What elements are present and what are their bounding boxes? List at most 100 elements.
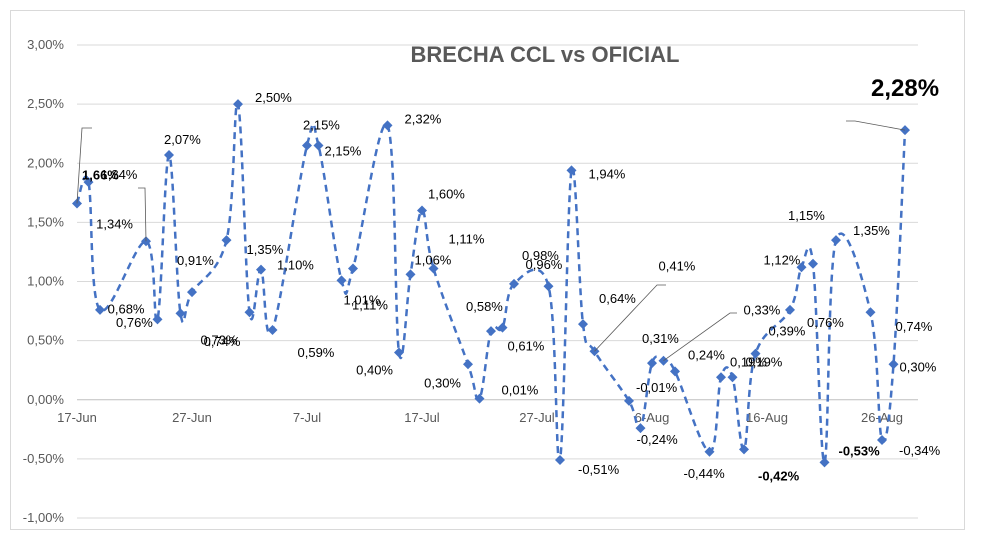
data-label: 0,41%: [659, 258, 696, 273]
data-label: 1,34%: [96, 216, 133, 231]
data-label: 0,33%: [744, 303, 781, 318]
y-tick-label: 3,00%: [27, 37, 64, 52]
data-point-marker: [555, 455, 565, 466]
data-label: 1,84%: [101, 167, 138, 182]
data-point-marker: [405, 269, 416, 280]
label-leader-line: [846, 120, 906, 131]
y-tick-label: 1,00%: [27, 274, 64, 289]
data-label: 2,15%: [303, 118, 340, 133]
data-label: 1,12%: [764, 252, 801, 267]
x-tick-label: 27-Jul: [519, 410, 555, 425]
data-label: 0,74%: [896, 319, 933, 334]
data-label: 0,61%: [508, 339, 545, 354]
data-point-marker: [267, 324, 278, 335]
data-label: 1,06%: [415, 252, 452, 267]
y-tick-label: 0,50%: [27, 333, 64, 348]
data-label: 1,94%: [589, 166, 626, 181]
data-point-marker: [187, 287, 197, 298]
data-label: 0,68%: [108, 301, 145, 316]
y-tick-label: 2,00%: [27, 155, 64, 170]
data-label: 1,15%: [788, 208, 825, 223]
data-point-marker: [474, 393, 485, 404]
data-point-marker: [543, 281, 554, 292]
data-label: 0,76%: [807, 315, 844, 330]
data-label: 0,01%: [502, 383, 539, 398]
data-label: -0,24%: [637, 432, 679, 447]
data-point-marker: [819, 457, 830, 468]
data-label: 0,30%: [900, 359, 937, 374]
data-point-marker: [233, 99, 243, 110]
label-leader-line: [138, 187, 147, 242]
y-tick-label: 0,00%: [27, 392, 64, 407]
data-label: 2,28%: [871, 75, 939, 102]
data-point-marker: [463, 359, 473, 370]
data-point-marker: [221, 235, 232, 246]
label-leader-line: [663, 312, 737, 362]
data-point-marker: [509, 278, 519, 289]
data-point-marker: [647, 358, 657, 369]
data-label: -0,34%: [899, 443, 941, 458]
data-point-marker: [336, 275, 347, 286]
data-label: 0,98%: [522, 248, 559, 263]
data-point-marker: [670, 366, 680, 377]
data-label: 0,19%: [730, 354, 767, 369]
y-tick-label: -0,50%: [23, 451, 65, 466]
data-point-marker: [302, 140, 312, 151]
data-label: 0,96%: [526, 257, 563, 272]
data-point-marker: [739, 444, 749, 455]
data-label: 0,39%: [769, 324, 806, 339]
data-point-marker: [831, 235, 841, 246]
data-label: -0,44%: [684, 466, 726, 481]
data-label: 0,74%: [204, 334, 241, 349]
data-point-marker: [394, 347, 404, 358]
data-point-marker: [865, 307, 876, 318]
data-label: -0,42%: [758, 468, 800, 483]
data-label: 1,01%: [344, 292, 381, 307]
data-label: -0,51%: [578, 462, 620, 477]
data-label: 2,50%: [255, 90, 292, 105]
y-tick-label: 1,50%: [27, 214, 64, 229]
data-point-marker: [152, 314, 163, 325]
series-line: [75, 102, 907, 464]
x-tick-label: 26-Aug: [861, 410, 903, 425]
data-label: 0,24%: [688, 347, 725, 362]
data-label: 2,32%: [405, 111, 442, 126]
data-label: 1,60%: [428, 187, 465, 202]
data-label: 0,73%: [201, 332, 238, 347]
data-label: 0,76%: [116, 315, 153, 330]
data-point-marker: [785, 304, 795, 315]
data-label: 0,58%: [466, 299, 503, 314]
data-point-marker: [382, 120, 393, 131]
data-label: 1,66%: [82, 167, 119, 182]
data-point-marker: [256, 264, 266, 275]
data-point-marker: [877, 434, 887, 445]
data-label: 0,40%: [356, 362, 393, 377]
data-point-marker: [417, 205, 427, 216]
data-point-marker: [313, 140, 324, 151]
data-label: 1,11%: [352, 297, 388, 312]
x-tick-label: 16-Aug: [746, 410, 788, 425]
x-tick-label: 17-Jul: [404, 410, 440, 425]
data-point-marker: [888, 359, 899, 370]
chart-frame: [10, 10, 965, 530]
data-label: 0,30%: [424, 375, 461, 390]
data-point-marker: [635, 423, 646, 434]
data-label: 0,91%: [177, 253, 214, 268]
data-point-marker: [164, 149, 174, 160]
x-tick-label: 17-Jun: [57, 410, 97, 425]
data-point-marker: [175, 308, 186, 319]
data-label: -0,53%: [839, 443, 881, 458]
data-point-marker: [244, 307, 255, 318]
data-label: 0,59%: [298, 345, 335, 360]
data-label: 0,19%: [746, 354, 783, 369]
y-tick-label: -1,00%: [23, 510, 65, 525]
data-point-marker: [808, 258, 818, 269]
data-point-marker: [704, 446, 715, 457]
data-point-marker: [348, 263, 358, 274]
x-tick-label: 27-Jun: [172, 410, 212, 425]
data-point-marker: [428, 263, 439, 274]
data-label: 1,35%: [247, 242, 284, 257]
data-point-marker: [486, 326, 496, 337]
data-point-marker: [83, 177, 94, 188]
